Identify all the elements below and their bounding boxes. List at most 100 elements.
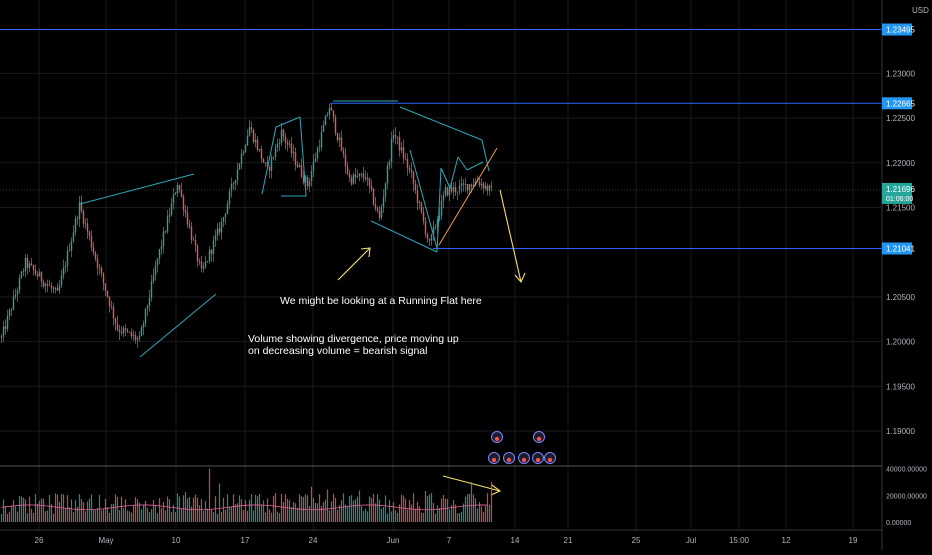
candle-body	[276, 143, 279, 148]
volume-bar	[166, 496, 169, 522]
candle-body	[304, 176, 307, 183]
volume-bar	[100, 510, 103, 522]
level-price-label: 1.22665	[886, 99, 915, 108]
volume-bar	[292, 501, 295, 522]
candle-body	[392, 134, 395, 139]
volume-bar	[22, 497, 25, 522]
candle-body	[60, 275, 63, 286]
volume-ma-line	[1, 504, 488, 511]
candle-body	[204, 261, 207, 267]
volume-bar	[388, 500, 391, 522]
candle-body	[40, 272, 43, 282]
time-tick-label: 12	[782, 536, 791, 545]
candle-body	[18, 277, 21, 291]
candle-body	[302, 176, 305, 183]
volume-bar	[130, 512, 133, 522]
candle-body	[28, 263, 31, 268]
volume-bar	[108, 512, 111, 522]
candle-body	[192, 239, 195, 241]
candle-body	[210, 249, 213, 254]
pattern-line-11	[436, 167, 442, 253]
current-price-countdown: 01:06:00	[886, 196, 913, 203]
volume-bar	[128, 511, 131, 522]
candle-body	[178, 185, 181, 191]
candle-body	[114, 318, 117, 324]
candle-body	[68, 250, 71, 252]
candle-body	[334, 117, 337, 134]
volume-bar	[362, 511, 365, 522]
candle-body	[280, 129, 283, 143]
volume-bar	[152, 499, 155, 522]
candle-body	[332, 110, 335, 118]
candle-body	[6, 315, 9, 330]
candle-body	[444, 187, 447, 196]
volume-bar	[140, 509, 143, 522]
volume-bar	[284, 494, 287, 522]
volume-bar	[86, 501, 89, 522]
volume-bar	[394, 510, 397, 522]
volume-bar	[186, 498, 189, 522]
candle-body	[344, 154, 347, 167]
volume-bar	[340, 500, 343, 522]
candle-body	[222, 217, 225, 222]
candle-body	[52, 288, 55, 290]
candle-body	[286, 142, 289, 145]
candle-body	[358, 173, 361, 177]
candle-body	[258, 148, 261, 150]
candle-body	[54, 288, 57, 290]
volume-bar	[210, 508, 213, 522]
volume-bar	[72, 512, 75, 522]
candle-body	[386, 165, 389, 184]
event-flag-icon	[506, 457, 512, 463]
volume-bar	[380, 508, 383, 522]
volume-bar	[474, 498, 477, 522]
volume-bar	[462, 503, 465, 522]
volume-bar	[272, 495, 275, 522]
volume-bar	[150, 509, 153, 522]
candle-body	[324, 115, 327, 126]
volume-bar	[228, 506, 231, 522]
candle-body	[46, 283, 49, 286]
volume-bar	[338, 504, 341, 522]
candle-body	[452, 187, 455, 192]
candle-body	[236, 169, 239, 181]
volume-bar	[440, 498, 443, 522]
candle-body	[454, 187, 457, 193]
volume-bar	[360, 505, 363, 522]
candle-body	[30, 263, 33, 266]
candle-body	[242, 152, 245, 154]
price-tick-label: 1.22500	[886, 114, 915, 123]
volume-bar	[90, 494, 93, 522]
time-tick-label: 19	[849, 536, 858, 545]
volume-bar	[288, 500, 291, 522]
candle-body	[266, 162, 269, 168]
candle-body	[284, 136, 287, 143]
candle-body	[56, 288, 59, 291]
volume-bar	[74, 500, 77, 522]
candle-body	[134, 335, 137, 341]
volume-bar	[390, 511, 393, 522]
time-tick-label: May	[98, 536, 113, 545]
volume-bar	[0, 513, 3, 522]
candle-body	[410, 169, 413, 172]
volume-bar	[410, 504, 413, 522]
candle-body	[264, 162, 267, 164]
candle-body	[70, 240, 73, 251]
volume-bar	[306, 495, 309, 522]
volume-bar	[330, 501, 333, 522]
candle-body	[164, 231, 167, 233]
volume-bar	[58, 502, 61, 522]
volume-bar	[184, 492, 187, 522]
volume-bar	[356, 496, 359, 522]
candle-body	[252, 129, 255, 143]
candle-body	[88, 231, 91, 236]
volume-bar	[398, 504, 401, 522]
volume-bar	[268, 509, 271, 522]
candle-body	[412, 171, 415, 184]
currency-label: USD	[912, 6, 929, 15]
volume-bar	[412, 493, 415, 522]
volume-bar	[452, 499, 455, 522]
volume-bar	[434, 513, 437, 522]
